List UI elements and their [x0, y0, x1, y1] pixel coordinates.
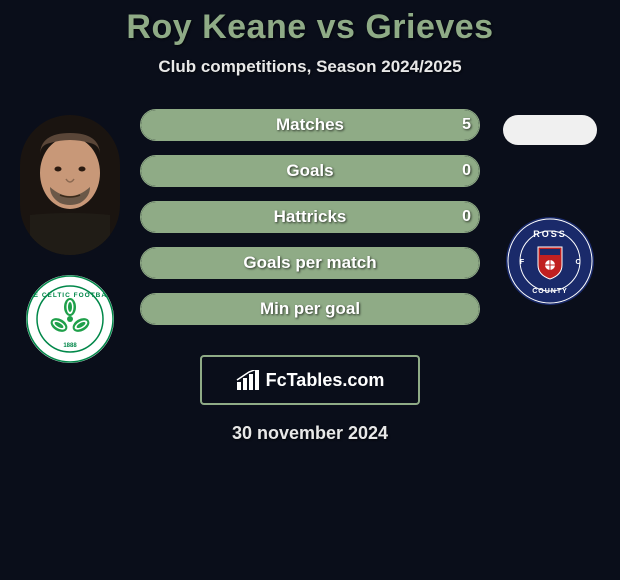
svg-text:ROSS: ROSS [533, 229, 567, 239]
brand-text: FcTables.com [266, 370, 385, 391]
left-player-column: THE CELTIC FOOTBALL 1888 [10, 109, 130, 363]
player-left-photo [20, 115, 120, 255]
ross-badge-svg: ROSS COUNTY F C [506, 217, 594, 305]
club-badge-right: ROSS COUNTY F C [506, 217, 594, 305]
right-player-column: ROSS COUNTY F C [490, 109, 610, 305]
stat-row-hattricks: Hattricks 0 [140, 201, 480, 233]
stat-value-left: 0 [462, 208, 471, 226]
stat-row-min-per-goal: Min per goal [140, 293, 480, 325]
svg-text:F: F [520, 259, 525, 266]
main-content: THE CELTIC FOOTBALL 1888 [0, 109, 620, 444]
date-text: 30 november 2024 [0, 423, 620, 444]
svg-text:C: C [575, 259, 580, 266]
svg-text:THE CELTIC FOOTBALL: THE CELTIC FOOTBALL [26, 292, 114, 299]
svg-text:1888: 1888 [63, 343, 77, 349]
stat-row-goals: Goals 0 [140, 155, 480, 187]
stats-block: Matches 5 Goals 0 Hattricks 0 Goals per … [140, 109, 480, 325]
stat-row-goals-per-match: Goals per match [140, 247, 480, 279]
stat-value-left: 5 [462, 116, 471, 134]
stat-label: Min per goal [260, 299, 360, 319]
bar-chart-icon [236, 370, 260, 390]
page-title: Roy Keane vs Grieves [0, 8, 620, 47]
svg-text:COUNTY: COUNTY [532, 288, 568, 295]
stat-label: Goals per match [243, 253, 376, 273]
club-badge-left: THE CELTIC FOOTBALL 1888 [26, 275, 114, 363]
stat-row-matches: Matches 5 [140, 109, 480, 141]
infographic-root: Roy Keane vs Grieves Club competitions, … [0, 0, 620, 580]
celtic-badge-svg: THE CELTIC FOOTBALL 1888 [26, 275, 114, 363]
player-right-photo-blank [503, 115, 597, 145]
stat-label: Matches [276, 115, 344, 135]
brand-box: FcTables.com [200, 355, 420, 405]
subtitle: Club competitions, Season 2024/2025 [0, 57, 620, 77]
stat-value-left: 0 [462, 162, 471, 180]
stat-label: Hattricks [274, 207, 347, 227]
stat-label: Goals [286, 161, 333, 181]
player-left-svg [20, 115, 120, 255]
